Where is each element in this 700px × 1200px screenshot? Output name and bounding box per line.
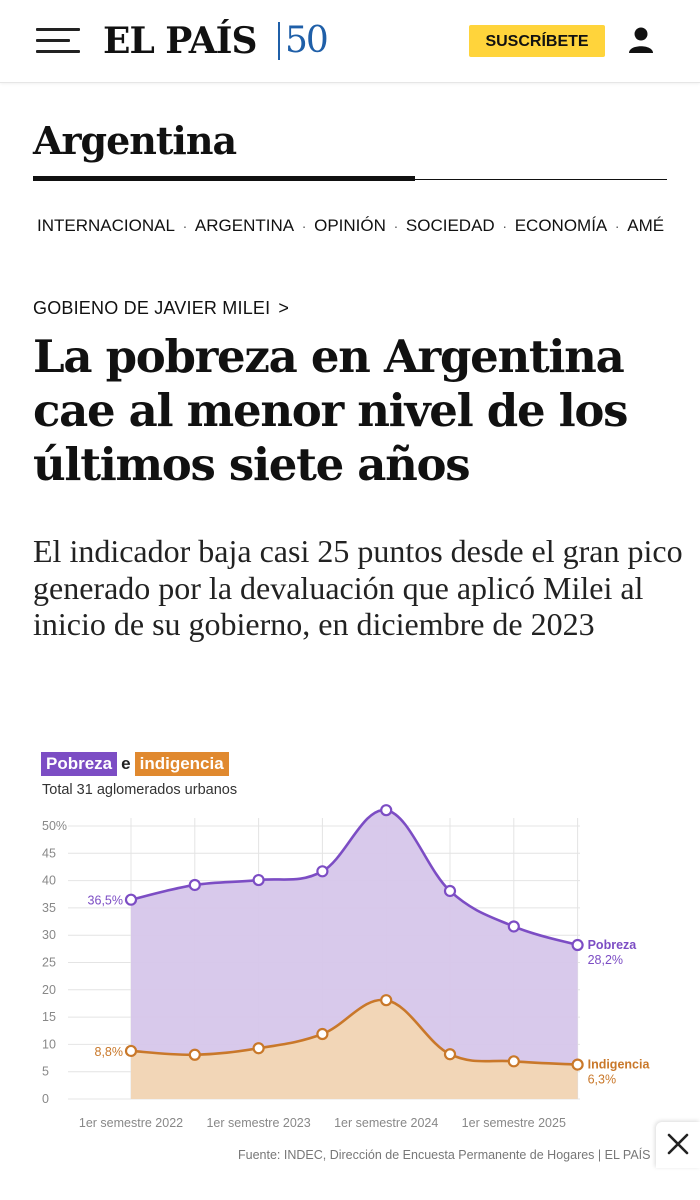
subnav-separator: ·	[393, 218, 399, 234]
el-pais-logo[interactable]: EL PAÍS	[103, 20, 258, 62]
subnav-item-internacional[interactable]: INTERNACIONAL	[37, 216, 175, 235]
article-kicker[interactable]: GOBIENO DE JAVIER MILEI >	[33, 298, 289, 319]
subnav-item-sociedad[interactable]: SOCIEDAD	[405, 216, 495, 235]
subnav-item-opinion[interactable]: OPINIÓN	[314, 216, 386, 235]
anniversary-logo: 50	[285, 20, 329, 61]
data-point-pobreza	[252, 873, 265, 887]
data-point-pobreza	[124, 893, 138, 906]
y-tick-label: 35	[42, 901, 56, 915]
data-point-pobreza	[571, 938, 584, 952]
data-point-pobreza	[507, 920, 520, 933]
data-point-pobreza	[316, 865, 329, 878]
subscribe-button[interactable]: SUSCRÍBETE	[469, 25, 605, 57]
start-value-label: 8,8%	[95, 1045, 124, 1059]
chevron-right-icon: >	[278, 298, 290, 318]
subnav-separator: ·	[301, 218, 307, 234]
kicker-label: GOBIENO DE JAVIER MILEI	[33, 298, 271, 318]
series-name-label: Pobreza	[588, 938, 638, 952]
subnav-separator: ·	[182, 218, 188, 234]
y-tick-label: 50%	[42, 819, 67, 833]
section-divider	[415, 179, 667, 180]
series-name-label: Indigencia	[588, 1058, 651, 1072]
y-tick-label: 25	[42, 956, 56, 970]
line-pobreza	[130, 808, 578, 947]
chart-title-indigencia: indigencia	[134, 752, 229, 776]
line-indigencia	[130, 998, 578, 1066]
x-tick-label: 1er semestre 2022	[79, 1116, 183, 1130]
poverty-chart: 0 5 10 15 20 25 30 35 40 45 50% 36,5% Pobreza 28,2% 8,…	[0, 740, 700, 1170]
logo-separator	[278, 22, 280, 60]
chart-subtitle: Total 31 aglomerados urbanos	[42, 782, 238, 798]
subnav-item-economia[interactable]: ECONOMÍA	[514, 216, 608, 235]
data-point-indigencia	[507, 1055, 520, 1068]
area-indigencia	[131, 999, 578, 1099]
subnav-item-america[interactable]: AMÉ	[627, 216, 665, 235]
data-point-indigencia	[571, 1058, 584, 1071]
data-point-indigencia	[124, 1044, 138, 1058]
subnav-separator: ·	[502, 218, 508, 234]
data-point-indigencia	[443, 1048, 457, 1061]
data-point-indigencia	[252, 1042, 265, 1055]
data-point-pobreza	[188, 878, 201, 892]
subnav-separator: ·	[614, 218, 620, 234]
article-subheadline: El indicador baja casi 25 puntos desde e…	[33, 533, 683, 642]
data-point-pobreza	[380, 804, 393, 817]
data-point-indigencia	[380, 994, 393, 1007]
section-title[interactable]: Argentina	[33, 118, 237, 163]
y-tick-label: 10	[42, 1037, 56, 1051]
y-tick-label: 20	[42, 983, 56, 997]
chart-source: Fuente: INDEC, Dirección de Encuesta Per…	[238, 1148, 651, 1162]
hamburger-menu-icon[interactable]	[36, 28, 80, 54]
end-value-label: 6,3%	[588, 1073, 617, 1087]
section-underline	[33, 176, 415, 181]
chart-title: Pobreza e indigencia	[41, 752, 229, 778]
data-point-indigencia	[316, 1027, 329, 1041]
close-icon[interactable]	[656, 1122, 700, 1168]
chart-title-pobreza: Pobreza	[41, 752, 118, 776]
y-tick-label: 0	[42, 1092, 49, 1106]
data-point-indigencia	[188, 1048, 201, 1061]
user-icon[interactable]	[626, 26, 656, 54]
start-value-label: 36,5%	[88, 894, 123, 908]
top-bar: EL PAÍS 50 SUSCRÍBETE	[0, 0, 700, 83]
end-value-label: 28,2%	[588, 953, 623, 967]
article-headline: La pobreza en Argentina cae al menor niv…	[33, 330, 628, 491]
section-subnav: INTERNACIONAL · ARGENTINA · OPINIÓN · SOCIEDAD…	[37, 216, 667, 240]
y-tick-label: 30	[42, 928, 56, 942]
x-tick-label: 1er semestre 2025	[462, 1116, 566, 1130]
x-tick-label: 1er semestre 2024	[334, 1116, 438, 1130]
y-tick-label: 40	[42, 874, 56, 888]
y-tick-label: 5	[42, 1065, 49, 1079]
chart-title-connector: e	[121, 754, 131, 773]
data-point-pobreza	[443, 884, 457, 898]
x-tick-label: 1er semestre 2023	[206, 1116, 310, 1130]
y-tick-label: 45	[42, 846, 56, 860]
subnav-item-argentina[interactable]: ARGENTINA	[194, 216, 295, 235]
y-tick-label: 15	[42, 1010, 56, 1024]
